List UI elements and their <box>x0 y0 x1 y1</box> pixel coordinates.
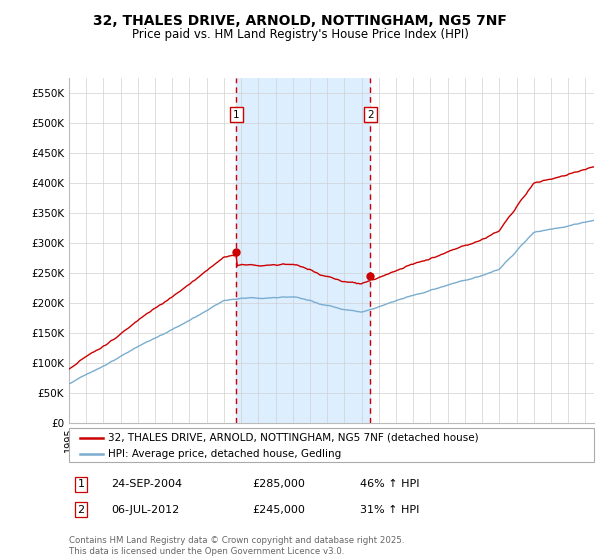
Text: 46% ↑ HPI: 46% ↑ HPI <box>360 479 419 489</box>
Text: 31% ↑ HPI: 31% ↑ HPI <box>360 505 419 515</box>
Text: 2: 2 <box>367 110 374 120</box>
Text: HPI: Average price, detached house, Gedling: HPI: Average price, detached house, Gedl… <box>109 449 341 459</box>
Text: 24-SEP-2004: 24-SEP-2004 <box>111 479 182 489</box>
Text: £245,000: £245,000 <box>252 505 305 515</box>
Text: 06-JUL-2012: 06-JUL-2012 <box>111 505 179 515</box>
Text: Contains HM Land Registry data © Crown copyright and database right 2025.
This d: Contains HM Land Registry data © Crown c… <box>69 536 404 556</box>
Text: 1: 1 <box>233 110 240 120</box>
Text: 2: 2 <box>77 505 85 515</box>
Text: 32, THALES DRIVE, ARNOLD, NOTTINGHAM, NG5 7NF (detached house): 32, THALES DRIVE, ARNOLD, NOTTINGHAM, NG… <box>109 433 479 443</box>
Text: 1: 1 <box>77 479 85 489</box>
FancyBboxPatch shape <box>69 428 594 462</box>
Text: £285,000: £285,000 <box>252 479 305 489</box>
Text: 32, THALES DRIVE, ARNOLD, NOTTINGHAM, NG5 7NF: 32, THALES DRIVE, ARNOLD, NOTTINGHAM, NG… <box>93 14 507 28</box>
Text: Price paid vs. HM Land Registry's House Price Index (HPI): Price paid vs. HM Land Registry's House … <box>131 28 469 41</box>
Bar <box>236 78 370 423</box>
